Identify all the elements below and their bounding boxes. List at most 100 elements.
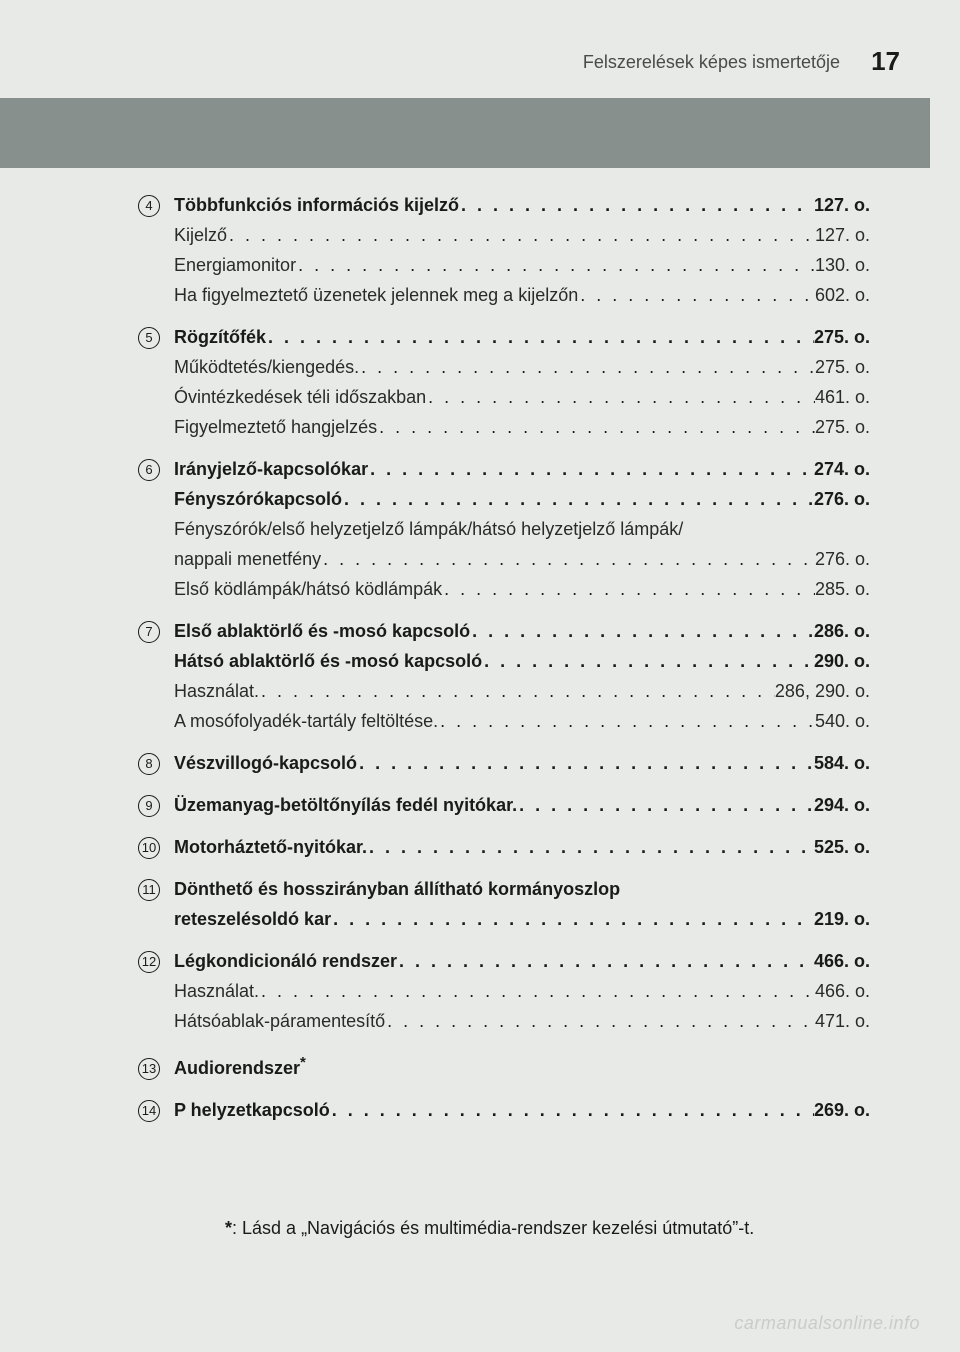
toc-label: Rögzítőfék xyxy=(174,322,266,352)
toc-leader-dots xyxy=(367,832,814,862)
circled-number-icon: 10 xyxy=(138,837,160,859)
toc-page-ref: 276. o. xyxy=(815,544,870,574)
circled-number-icon: 6 xyxy=(138,459,160,481)
toc-content: 4 Többfunkciós információs kijelző 127. o.… xyxy=(138,190,870,1137)
toc-line-heading: Hátsó ablaktörlő és -mosó kapcsoló290. o… xyxy=(138,646,870,676)
toc-entry: 6 Irányjelző-kapcsolókar 274. o. Fényszórók… xyxy=(138,454,870,604)
toc-line-sub: Működtetés/kiengedés.275. o. xyxy=(138,352,870,382)
toc-entry: 4 Többfunkciós információs kijelző 127. o.… xyxy=(138,190,870,310)
circled-number-icon: 11 xyxy=(138,879,160,901)
asterisk-icon: * xyxy=(300,1054,306,1071)
circled-number-icon: 12 xyxy=(138,951,160,973)
toc-page-ref: 276. o. xyxy=(814,484,870,514)
watermark: carmanualsonline.info xyxy=(734,1313,920,1334)
footnote-marker: * xyxy=(225,1218,232,1238)
toc-label: Használat. xyxy=(174,976,259,1006)
toc-line-heading: 10Motorháztető-nyitókar.525. o. xyxy=(138,832,870,862)
toc-label: Irányjelző-kapcsolókar xyxy=(174,454,368,484)
toc-leader-dots xyxy=(442,574,815,604)
toc-marker: 9 xyxy=(138,790,174,820)
toc-page-ref: 602. o. xyxy=(815,280,870,310)
toc-page-ref: 466. o. xyxy=(814,946,870,976)
toc-entry: 14 P helyzetkapcsoló 269. o. xyxy=(138,1095,870,1125)
toc-page-ref: 461. o. xyxy=(815,382,870,412)
toc-marker: 7 xyxy=(138,616,174,646)
toc-line-heading: 13Audiorendszer* xyxy=(138,1048,870,1083)
toc-line-sub: nappali menetfény 276. o. xyxy=(138,544,870,574)
toc-entry: 12Légkondicionáló rendszer466. o.Használ… xyxy=(138,946,870,1036)
circled-number-icon: 4 xyxy=(138,195,160,217)
toc-leader-dots xyxy=(438,706,815,736)
toc-marker: 11 xyxy=(138,874,174,904)
toc-leader-dots xyxy=(259,676,775,706)
toc-label: nappali menetfény xyxy=(174,544,321,574)
footnote: *: Lásd a „Navigációs és multimédia-rend… xyxy=(225,1218,754,1239)
toc-label: Többfunkciós információs kijelző xyxy=(174,190,459,220)
section-title: Felszerelések képes ismertetője xyxy=(583,52,840,73)
toc-leader-dots xyxy=(368,454,814,484)
toc-entry: 13Audiorendszer* xyxy=(138,1048,870,1083)
toc-page-ref: 269. o. xyxy=(814,1095,870,1125)
toc-line-sub: A mosófolyadék-tartály feltöltése. 540. o… xyxy=(138,706,870,736)
toc-line-sub: Első ködlámpák/hátsó ködlámpák285. o. xyxy=(138,574,870,604)
toc-label: reteszelésoldó kar xyxy=(174,904,331,934)
circled-number-icon: 14 xyxy=(138,1100,160,1122)
toc-marker: 10 xyxy=(138,832,174,862)
toc-label: Vészvillogó-kapcsoló xyxy=(174,748,357,778)
toc-line-heading: 11 Dönthető és hosszirányban állítható ko… xyxy=(138,874,870,904)
toc-leader-dots xyxy=(266,322,814,352)
toc-label: Ha figyelmeztető üzenetek jelennek meg a… xyxy=(174,280,578,310)
toc-line-sub: Energiamonitor130. o. xyxy=(138,250,870,280)
circled-number-icon: 9 xyxy=(138,795,160,817)
toc-line-sub: Használat. 466. o. xyxy=(138,976,870,1006)
toc-marker: 4 xyxy=(138,190,174,220)
toc-leader-dots xyxy=(296,250,815,280)
toc-entry: 9 Üzemanyag-betöltőnyílás fedél nyitókar.… xyxy=(138,790,870,820)
toc-line-heading: reteszelésoldó kar219. o. xyxy=(138,904,870,934)
toc-leader-dots xyxy=(578,280,815,310)
toc-line-sub: Figyelmeztető hangjelzés275. o. xyxy=(138,412,870,442)
toc-page-ref: 471. o. xyxy=(815,1006,870,1036)
toc-marker: 5 xyxy=(138,322,174,352)
toc-label: Fényszórók/első helyzetjelző lámpák/háts… xyxy=(174,514,683,544)
toc-label: Hátsó ablaktörlő és -mosó kapcsoló xyxy=(174,646,482,676)
toc-leader-dots xyxy=(397,946,814,976)
toc-leader-dots xyxy=(459,190,814,220)
toc-leader-dots xyxy=(330,1095,814,1125)
toc-label: Óvintézkedések téli időszakban xyxy=(174,382,426,412)
toc-label: Első ködlámpák/hátsó ködlámpák xyxy=(174,574,442,604)
toc-page-ref: 584. o. xyxy=(814,748,870,778)
toc-page-ref: 274. o. xyxy=(814,454,870,484)
toc-leader-dots xyxy=(227,220,815,250)
toc-entry: 8Vészvillogó-kapcsoló584. o. xyxy=(138,748,870,778)
toc-marker: 14 xyxy=(138,1095,174,1125)
toc-line-heading: 6 Irányjelző-kapcsolókar 274. o. xyxy=(138,454,870,484)
toc-page-ref: 466. o. xyxy=(815,976,870,1006)
toc-label: Dönthető és hosszirányban állítható korm… xyxy=(174,874,620,904)
toc-label: Motorháztető-nyitókar. xyxy=(174,832,367,862)
toc-line-sub: Kijelző 127. o. xyxy=(138,220,870,250)
toc-line-sub: Ha figyelmeztető üzenetek jelennek meg a… xyxy=(138,280,870,310)
toc-page-ref: 275. o. xyxy=(814,322,870,352)
toc-marker: 13 xyxy=(138,1053,174,1083)
toc-leader-dots xyxy=(426,382,815,412)
toc-entry: 10Motorháztető-nyitókar.525. o. xyxy=(138,832,870,862)
toc-label: Légkondicionáló rendszer xyxy=(174,946,397,976)
toc-label: A mosófolyadék-tartály feltöltése. xyxy=(174,706,438,736)
toc-page-ref: 127. o. xyxy=(814,190,870,220)
toc-line-heading: 7Első ablaktörlő és -mosó kapcsoló286. o… xyxy=(138,616,870,646)
toc-page-ref: 540. o. xyxy=(815,706,870,736)
toc-line-sub: Fényszórók/első helyzetjelző lámpák/háts… xyxy=(138,514,870,544)
toc-line-heading: 9 Üzemanyag-betöltőnyílás fedél nyitókar.… xyxy=(138,790,870,820)
toc-label: P helyzetkapcsoló xyxy=(174,1095,330,1125)
circled-number-icon: 7 xyxy=(138,621,160,643)
toc-leader-dots xyxy=(342,484,814,514)
toc-leader-dots xyxy=(357,748,814,778)
toc-label: Kijelző xyxy=(174,220,227,250)
toc-page-ref: 294. o. xyxy=(814,790,870,820)
toc-line-sub: Óvintézkedések téli időszakban 461. o. xyxy=(138,382,870,412)
toc-page-ref: 127. o. xyxy=(815,220,870,250)
toc-line-sub: Használat.286, 290. o. xyxy=(138,676,870,706)
toc-line-sub: Hátsóablak-páramentesítő471. o. xyxy=(138,1006,870,1036)
toc-label: Üzemanyag-betöltőnyílás fedél nyitókar. xyxy=(174,790,517,820)
